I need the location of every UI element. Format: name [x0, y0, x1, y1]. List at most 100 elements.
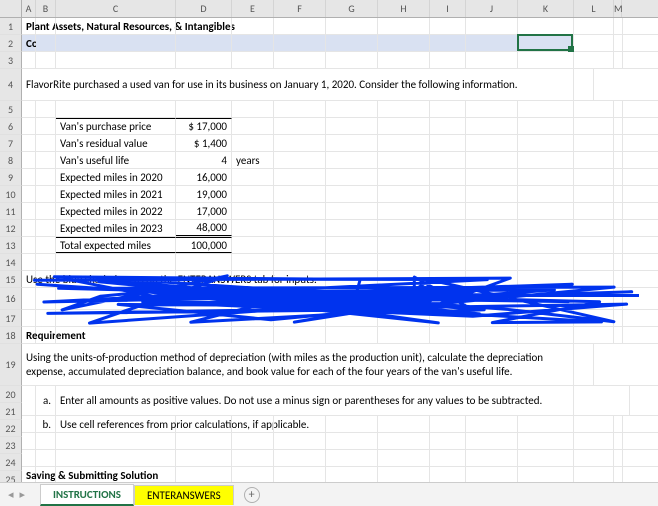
cell-K9[interactable]: [518, 169, 574, 185]
cell-D3[interactable]: [176, 52, 232, 68]
row-header-24[interactable]: 24: [0, 454, 22, 471]
cell-H7[interactable]: [378, 135, 430, 151]
cell-E12[interactable]: [232, 220, 274, 236]
col-header-D[interactable]: D: [176, 0, 232, 17]
cells-area[interactable]: Plant Assets, Natural Resources, & Intan…: [22, 18, 658, 501]
row-header-12[interactable]: 12: [0, 220, 22, 237]
cell-G5[interactable]: [326, 101, 378, 117]
cell-K22[interactable]: [518, 433, 574, 449]
cell-G13[interactable]: [326, 237, 378, 253]
cell-G8[interactable]: [326, 152, 378, 168]
cell-C7[interactable]: Van's residual value: [56, 135, 176, 151]
cell-C6[interactable]: Van's purchase price: [56, 118, 176, 134]
cell-I21[interactable]: [430, 416, 466, 432]
col-header-K[interactable]: K: [518, 0, 574, 17]
cell-L18[interactable]: [574, 327, 614, 343]
tab-instructions[interactable]: INSTRUCTIONS: [40, 484, 134, 506]
row-header-3[interactable]: 3: [0, 52, 22, 69]
cell-J1[interactable]: [466, 18, 518, 34]
cell-K18[interactable]: [518, 327, 574, 343]
cell-I1[interactable]: [430, 18, 466, 34]
cell-C13[interactable]: Total expected miles: [56, 237, 176, 253]
cell-M17[interactable]: [614, 310, 623, 326]
cell-C9[interactable]: Expected miles in 2020: [56, 169, 176, 185]
cell-B17[interactable]: [36, 310, 56, 326]
cell-F11[interactable]: [274, 203, 326, 219]
row-header-23[interactable]: 23: [0, 437, 22, 454]
cell-H16[interactable]: [378, 288, 430, 309]
cell-D18[interactable]: [176, 327, 232, 343]
cell-L7[interactable]: [574, 135, 614, 151]
cell-H14[interactable]: [378, 254, 430, 270]
cell-M7[interactable]: [614, 135, 623, 151]
cell-G7[interactable]: [326, 135, 378, 151]
cell-E7[interactable]: [232, 135, 274, 151]
cell-B14[interactable]: [36, 254, 56, 270]
cell-L9[interactable]: [574, 169, 614, 185]
cell-G17[interactable]: [326, 310, 378, 326]
cell-C14[interactable]: [56, 254, 176, 270]
cell-G16[interactable]: [326, 288, 378, 309]
cell-D17[interactable]: [176, 310, 232, 326]
cell-F3[interactable]: [274, 52, 326, 68]
cell-I22[interactable]: [430, 433, 466, 449]
cell-K16[interactable]: [518, 288, 574, 309]
cell-I6[interactable]: [430, 118, 466, 134]
tab-prev-icon[interactable]: ◂: [8, 488, 14, 501]
cell-E9[interactable]: [232, 169, 274, 185]
cell-D22[interactable]: [176, 433, 232, 449]
cell-B23[interactable]: [36, 450, 56, 466]
cell-M14[interactable]: [614, 254, 623, 270]
cell-E3[interactable]: [232, 52, 274, 68]
cell-J14[interactable]: [466, 254, 518, 270]
cell-M16[interactable]: [614, 288, 623, 309]
cell-L10[interactable]: [574, 186, 614, 202]
cell-C19[interactable]: [594, 344, 658, 385]
cell-F2[interactable]: [274, 35, 326, 51]
cell-D5[interactable]: [176, 101, 232, 117]
cell-E8[interactable]: years: [232, 152, 274, 168]
cell-G21[interactable]: [326, 416, 378, 432]
cell-G2[interactable]: [326, 35, 378, 51]
col-header-I[interactable]: I: [430, 0, 466, 17]
cell-H24[interactable]: [378, 467, 430, 483]
cell-J16[interactable]: [466, 288, 518, 309]
cell-L23[interactable]: [574, 450, 614, 466]
cell-H3[interactable]: [378, 52, 430, 68]
cell-A1[interactable]: Plant Assets, Natural Resources, & Intan…: [22, 18, 36, 34]
cell-E2[interactable]: [232, 35, 274, 51]
cell-E20[interactable]: [630, 386, 658, 415]
row-header-10[interactable]: 10: [0, 186, 22, 203]
cell-F7[interactable]: [274, 135, 326, 151]
cell-E6[interactable]: [232, 118, 274, 134]
cell-J18[interactable]: [466, 327, 518, 343]
row-header-14[interactable]: 14: [0, 254, 22, 271]
cell-I9[interactable]: [430, 169, 466, 185]
cell-H1[interactable]: [378, 18, 430, 34]
cell-J9[interactable]: [466, 169, 518, 185]
cell-C11[interactable]: Expected miles in 2022: [56, 203, 176, 219]
cell-E11[interactable]: [232, 203, 274, 219]
cell-M1[interactable]: [614, 18, 623, 34]
cell-J23[interactable]: [466, 450, 518, 466]
cell-M10[interactable]: [614, 186, 623, 202]
cell-I7[interactable]: [430, 135, 466, 151]
cell-B8[interactable]: [36, 152, 56, 168]
cell-J6[interactable]: [466, 118, 518, 134]
add-sheet-button[interactable]: +: [244, 487, 260, 503]
cell-A11[interactable]: [22, 203, 36, 219]
cell-H12[interactable]: [378, 220, 430, 236]
cell-A13[interactable]: [22, 237, 36, 253]
cell-L14[interactable]: [574, 254, 614, 270]
cell-L17[interactable]: [574, 310, 614, 326]
cell-H9[interactable]: [378, 169, 430, 185]
cell-B21[interactable]: b.: [36, 416, 56, 432]
row-header-19[interactable]: 19: [0, 344, 22, 386]
row-header-1[interactable]: 1: [0, 18, 22, 35]
cell-A2[interactable]: Compute depreciation using units-of-prod…: [22, 35, 36, 51]
cell-E13[interactable]: [232, 237, 274, 253]
cell-A4[interactable]: FlavorRite purchased a used van for use …: [22, 69, 574, 100]
cell-H11[interactable]: [378, 203, 430, 219]
cell-K10[interactable]: [518, 186, 574, 202]
cell-M5[interactable]: [614, 101, 623, 117]
